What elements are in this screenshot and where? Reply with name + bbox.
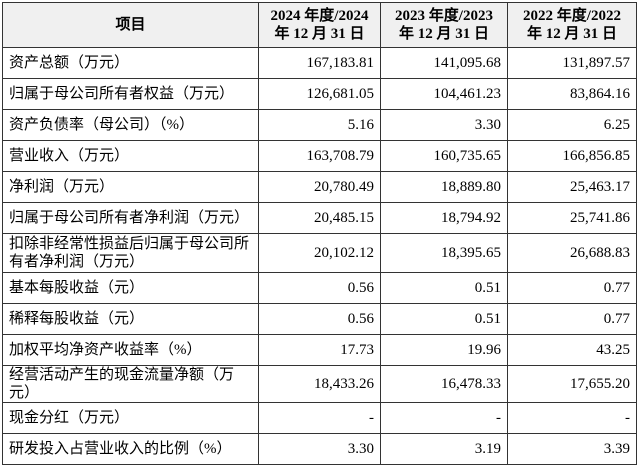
value-cell: 166,856.85 xyxy=(507,140,637,172)
label-cell: 经营活动产生的现金流量净额（万元） xyxy=(2,365,259,403)
value-cell: 0.77 xyxy=(507,303,637,335)
value-cell: 20,102.12 xyxy=(258,233,381,273)
label-cell: 净利润（万元） xyxy=(2,171,259,203)
table-row: 经营活动产生的现金流量净额（万元） 18,433.26 16,478.33 17,65… xyxy=(2,365,637,403)
label-cell: 归属于母公司所有者净利润（万元） xyxy=(2,202,259,234)
value-cell: 25,741.86 xyxy=(507,202,637,234)
label-cell: 稀释每股收益（元） xyxy=(2,303,259,335)
value-cell: 43.25 xyxy=(507,334,637,366)
table-row: 归属于母公司所有者净利润（万元） 20,485.15 18,794.92 25,741… xyxy=(2,202,637,234)
value-cell: 17,655.20 xyxy=(507,365,637,403)
table-row: 研发投入占营业收入的比例（%） 3.30 3.19 3.39 xyxy=(2,433,637,465)
value-cell: 5.16 xyxy=(258,109,381,141)
value-cell: 3.39 xyxy=(507,433,637,465)
value-cell: - xyxy=(380,402,508,434)
table-row: 资产负债率（母公司）（%） 5.16 3.30 6.25 xyxy=(2,109,637,141)
value-cell: 131,897.57 xyxy=(507,47,637,79)
value-cell: 25,463.17 xyxy=(507,171,637,203)
label-cell: 营业收入（万元） xyxy=(2,140,259,172)
header-cell: 项目 xyxy=(2,2,259,48)
table-row: 稀释每股收益（元） 0.56 0.51 0.77 xyxy=(2,303,637,335)
value-cell: 16,478.33 xyxy=(380,365,508,403)
table-row: 现金分红（万元） - - - xyxy=(2,402,637,434)
value-cell: 17.73 xyxy=(258,334,381,366)
value-cell: 104,461.23 xyxy=(380,78,508,110)
value-cell: 18,395.65 xyxy=(380,233,508,273)
value-cell: 0.51 xyxy=(380,272,508,304)
label-cell: 扣除非经常性损益后归属于母公司所有者净利润（万元） xyxy=(2,233,259,273)
header-cell: 2024 年度/2024 年 12 月 31 日 xyxy=(258,2,381,48)
header-cell: 2022 年度/2022 年 12 月 31 日 xyxy=(507,2,637,48)
value-cell: 3.30 xyxy=(258,433,381,465)
header-row: 项目 2024 年度/2024 年 12 月 31 日 2023 年度/2023 年… xyxy=(2,2,637,48)
value-cell: 18,433.26 xyxy=(258,365,381,403)
value-cell: 0.51 xyxy=(380,303,508,335)
value-cell: - xyxy=(258,402,381,434)
value-cell: 3.30 xyxy=(380,109,508,141)
value-cell: 18,794.92 xyxy=(380,202,508,234)
value-cell: 160,735.65 xyxy=(380,140,508,172)
table-row: 加权平均净资产收益率（%） 17.73 19.96 43.25 xyxy=(2,334,637,366)
value-cell: 18,889.80 xyxy=(380,171,508,203)
value-cell: 163,708.79 xyxy=(258,140,381,172)
value-cell: 19.96 xyxy=(380,334,508,366)
value-cell: 167,183.81 xyxy=(258,47,381,79)
label-cell: 加权平均净资产收益率（%） xyxy=(2,334,259,366)
value-cell: 26,688.83 xyxy=(507,233,637,273)
table-row: 净利润（万元） 20,780.49 18,889.80 25,463.17 xyxy=(2,171,637,203)
label-cell: 现金分红（万元） xyxy=(2,402,259,434)
value-cell: 0.77 xyxy=(507,272,637,304)
table-body: 资产总额（万元） 167,183.81 141,095.68 131,897.57 归属… xyxy=(2,47,637,465)
label-cell: 资产负债率（母公司）（%） xyxy=(2,109,259,141)
label-cell: 资产总额（万元） xyxy=(2,47,259,79)
table-row: 基本每股收益（元） 0.56 0.51 0.77 xyxy=(2,272,637,304)
value-cell: 83,864.16 xyxy=(507,78,637,110)
header-cell: 2023 年度/2023 年 12 月 31 日 xyxy=(380,2,508,48)
table-row: 归属于母公司所有者权益（万元） 126,681.05 104,461.23 83,86… xyxy=(2,78,637,110)
label-cell: 归属于母公司所有者权益（万元） xyxy=(2,78,259,110)
label-cell: 研发投入占营业收入的比例（%） xyxy=(2,433,259,465)
value-cell: 6.25 xyxy=(507,109,637,141)
value-cell: 3.19 xyxy=(380,433,508,465)
table-row: 营业收入（万元） 163,708.79 160,735.65 166,856.85 xyxy=(2,140,637,172)
value-cell: 141,095.68 xyxy=(380,47,508,79)
value-cell: 0.56 xyxy=(258,303,381,335)
value-cell: 20,485.15 xyxy=(258,202,381,234)
value-cell: 126,681.05 xyxy=(258,78,381,110)
value-cell: 20,780.49 xyxy=(258,171,381,203)
table-row: 资产总额（万元） 167,183.81 141,095.68 131,897.57 xyxy=(2,47,637,79)
value-cell: - xyxy=(507,402,637,434)
value-cell: 0.56 xyxy=(258,272,381,304)
table-row: 扣除非经常性损益后归属于母公司所有者净利润（万元） 20,102.12 18,395… xyxy=(2,233,637,273)
label-cell: 基本每股收益（元） xyxy=(2,272,259,304)
